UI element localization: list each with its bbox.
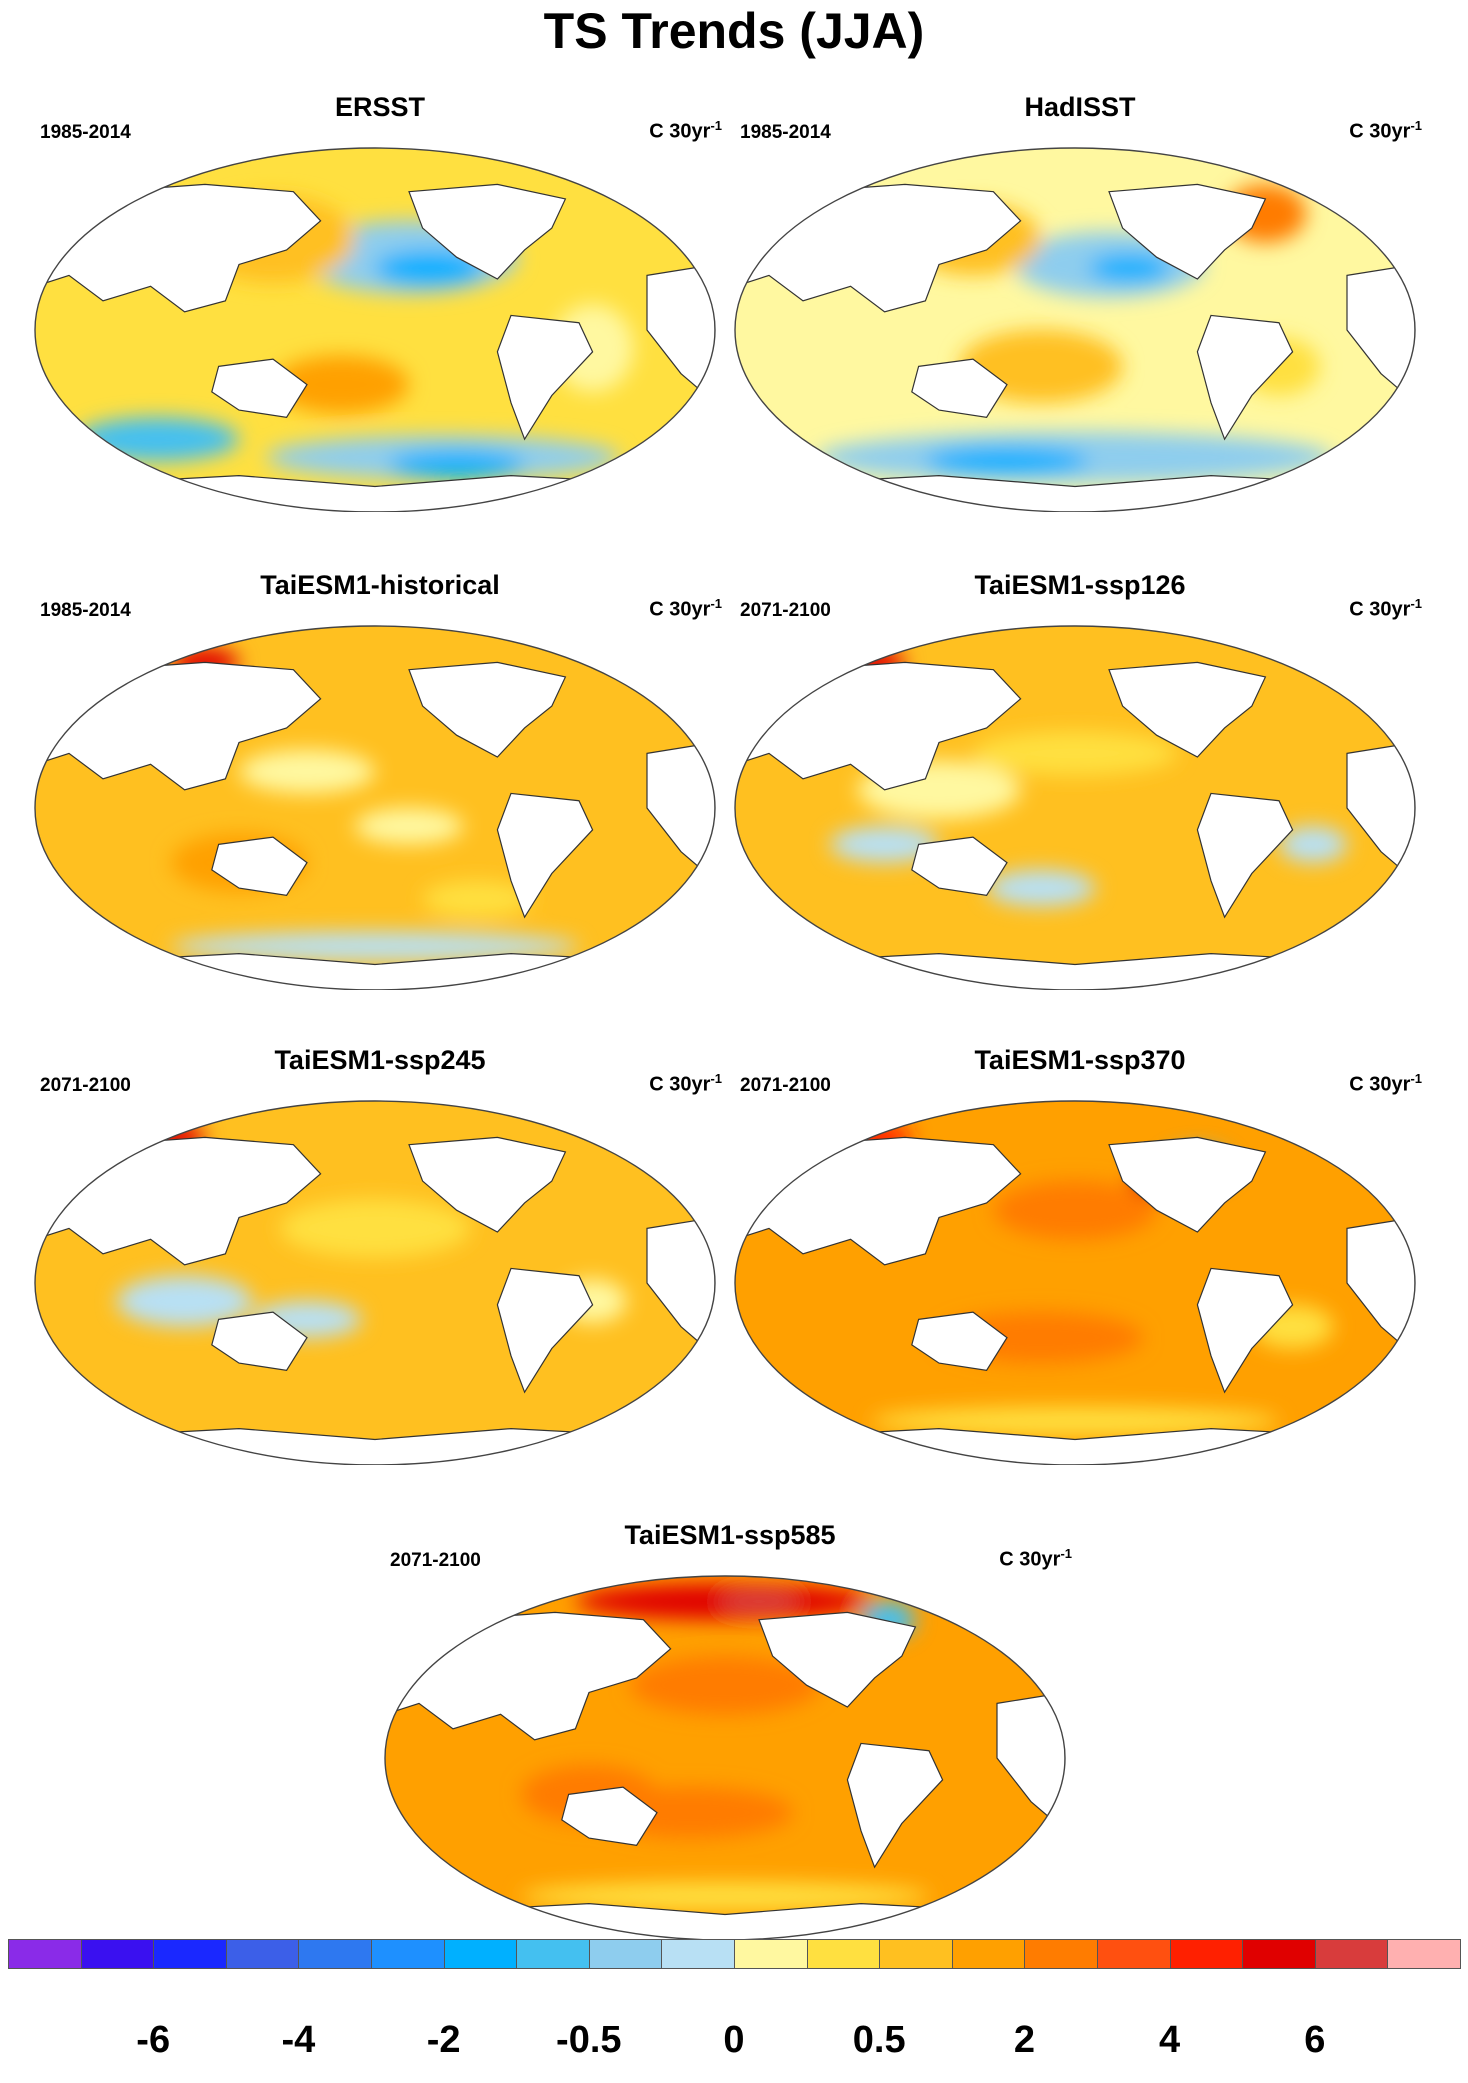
- panel-unit: C 30yr-1: [649, 118, 722, 144]
- panel-period: 2071-2100: [390, 1550, 481, 1571]
- map-panel-ersst: ERSST 1985-2014 C 30yr-1: [30, 92, 730, 547]
- colorbar-cell: [879, 1939, 953, 1969]
- world-map: [734, 625, 1416, 990]
- world-map: [734, 1100, 1416, 1465]
- colorbar-cell: [153, 1939, 227, 1969]
- unit-exponent: -1: [710, 596, 722, 611]
- colorbar-tick-label: 4: [1159, 2019, 1181, 2061]
- colorbar-cell: [588, 1939, 663, 1969]
- colorbar-cell: [225, 1939, 300, 1969]
- panel-unit: C 30yr-1: [999, 1546, 1072, 1572]
- colorbar-cell: [1314, 1939, 1389, 1969]
- panel-period: 2071-2100: [40, 1075, 131, 1096]
- colorbar-cell: [371, 1939, 445, 1969]
- colorbar-cell: [443, 1939, 518, 1969]
- map-panel-ssp370: TaiESM1-ssp370 2071-2100 C 30yr-1: [730, 1045, 1430, 1500]
- colorbar-cell: [80, 1939, 155, 1969]
- panel-title: TaiESM1-ssp245: [274, 1045, 486, 1075]
- panel-period: 1985-2014: [40, 600, 131, 621]
- panel-unit: C 30yr-1: [649, 1071, 722, 1097]
- panel-title: TaiESM1-ssp585: [624, 1520, 836, 1550]
- colorbar-tick-label: -2: [426, 2019, 461, 2061]
- colorbar-cell: [1024, 1939, 1098, 1969]
- world-map: [34, 147, 716, 512]
- panel-unit: C 30yr-1: [1349, 1071, 1422, 1097]
- unit-text: C 30yr: [649, 1073, 711, 1096]
- colorbar-tick-label: 2: [1013, 2019, 1035, 2061]
- panel-unit: C 30yr-1: [1349, 596, 1422, 622]
- colorbar-cell: [1242, 1939, 1316, 1969]
- unit-exponent: -1: [1410, 1071, 1422, 1086]
- colorbar-cell: [806, 1939, 881, 1969]
- map-panel-hist: TaiESM1-historical 1985-2014 C 30yr-1: [30, 570, 730, 1025]
- map-panel-ssp245: TaiESM1-ssp245 2071-2100 C 30yr-1: [30, 1045, 730, 1500]
- world-map: [34, 625, 716, 990]
- colorbar-cell: [298, 1939, 372, 1969]
- colorbar-cell: [734, 1939, 808, 1969]
- colorbar-cell: [8, 1939, 82, 1969]
- panel-title: ERSST: [334, 92, 426, 122]
- colorbar-tick-label: -6: [136, 2019, 171, 2061]
- unit-text: C 30yr: [999, 1548, 1061, 1571]
- colorbar: -6 -4 -2 -0.5 0 0.5 2 4 6: [8, 1939, 1461, 2075]
- unit-text: C 30yr: [1349, 120, 1411, 143]
- panel-period: 2071-2100: [740, 600, 831, 621]
- colorbar-tick-label: 0.5: [852, 2019, 906, 2061]
- unit-exponent: -1: [1410, 596, 1422, 611]
- panel-period: 2071-2100: [740, 1075, 831, 1096]
- colorbar-cell: [951, 1939, 1026, 1969]
- colorbar-tick-label: -4: [281, 2019, 316, 2061]
- colorbar-cell: [1097, 1939, 1171, 1969]
- map-panel-ssp126: TaiESM1-ssp126 2071-2100 C 30yr-1: [730, 570, 1430, 1025]
- colorbar-cell: [1169, 1939, 1244, 1969]
- panel-unit: C 30yr-1: [1349, 118, 1422, 144]
- unit-text: C 30yr: [649, 120, 711, 143]
- unit-exponent: -1: [710, 118, 722, 133]
- panel-title: TaiESM1-ssp126: [974, 570, 1186, 600]
- colorbar-cell: [661, 1939, 735, 1969]
- colorbar-tick-label: 0: [723, 2019, 745, 2061]
- unit-text: C 30yr: [649, 598, 711, 621]
- map-panel-hadisst: HadISST 1985-2014 C 30yr-1: [730, 92, 1430, 547]
- unit-text: C 30yr: [1349, 1073, 1411, 1096]
- colorbar-cell: [516, 1939, 590, 1969]
- world-map: [34, 1100, 716, 1465]
- panel-period: 1985-2014: [740, 122, 831, 143]
- unit-exponent: -1: [710, 1071, 722, 1086]
- panel-title: TaiESM1-historical: [260, 570, 500, 600]
- unit-text: C 30yr: [1349, 598, 1411, 621]
- colorbar-cell: [1387, 1939, 1461, 1969]
- world-map: [384, 1575, 1066, 1940]
- panel-unit: C 30yr-1: [649, 596, 722, 622]
- panel-title: TaiESM1-ssp370: [974, 1045, 1186, 1075]
- figure-title: TS Trends (JJA): [543, 3, 925, 59]
- map-panel-ssp585: TaiESM1-ssp585 2071-2100 C 30yr-1: [380, 1520, 1080, 1975]
- unit-exponent: -1: [1410, 118, 1422, 133]
- colorbar-tick-label: -0.5: [556, 2019, 622, 2061]
- world-map: [734, 147, 1416, 512]
- colorbar-tick-label: 6: [1304, 2019, 1326, 2061]
- unit-exponent: -1: [1060, 1546, 1072, 1561]
- panel-period: 1985-2014: [40, 122, 131, 143]
- panel-title: HadISST: [1024, 92, 1136, 122]
